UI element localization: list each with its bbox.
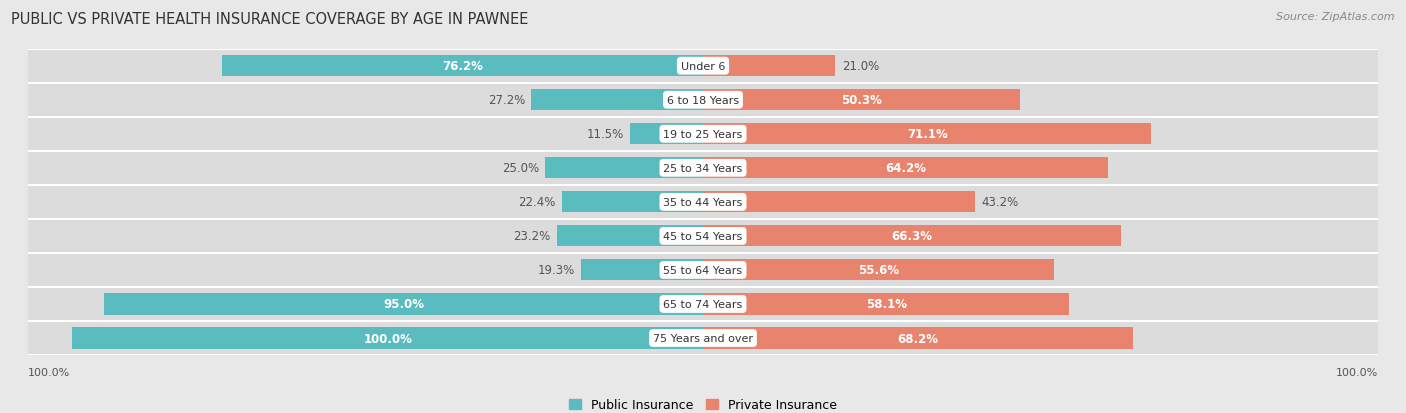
Bar (28, 117, 1378, 152)
Text: 76.2%: 76.2% (443, 60, 484, 73)
Text: 22.4%: 22.4% (517, 196, 555, 209)
Text: 43.2%: 43.2% (981, 196, 1019, 209)
Text: 100.0%: 100.0% (1336, 367, 1378, 377)
Text: 58.1%: 58.1% (866, 298, 907, 311)
Bar (562, 192, 703, 213)
Text: 25.0%: 25.0% (502, 162, 538, 175)
Text: 55 to 64 Years: 55 to 64 Years (664, 265, 742, 275)
Bar (28, 50, 1378, 83)
Text: 23.2%: 23.2% (513, 230, 550, 243)
Text: 66.3%: 66.3% (891, 230, 932, 243)
Text: 6 to 18 Years: 6 to 18 Years (666, 95, 740, 105)
Text: 50.3%: 50.3% (841, 94, 882, 107)
Bar (28, 253, 1378, 287)
Bar (546, 158, 703, 179)
Text: 100.0%: 100.0% (28, 367, 70, 377)
Bar (28, 288, 1378, 320)
Bar (72, 328, 703, 349)
Bar (703, 226, 1121, 247)
Text: 27.2%: 27.2% (488, 94, 524, 107)
Bar (28, 152, 1378, 184)
Bar (28, 119, 1378, 150)
Bar (28, 221, 1378, 252)
Bar (630, 124, 703, 145)
Bar (703, 90, 1021, 111)
Text: 95.0%: 95.0% (382, 298, 423, 311)
Text: Source: ZipAtlas.com: Source: ZipAtlas.com (1277, 12, 1395, 22)
Bar (703, 56, 835, 77)
Text: 25 to 34 Years: 25 to 34 Years (664, 164, 742, 173)
Bar (581, 260, 703, 281)
Bar (703, 260, 1053, 281)
Text: 55.6%: 55.6% (858, 264, 898, 277)
Bar (703, 124, 1152, 145)
Legend: Public Insurance, Private Insurance: Public Insurance, Private Insurance (564, 393, 842, 413)
Text: 45 to 54 Years: 45 to 54 Years (664, 231, 742, 241)
Text: 19 to 25 Years: 19 to 25 Years (664, 129, 742, 140)
Text: 75 Years and over: 75 Years and over (652, 333, 754, 343)
Text: 71.1%: 71.1% (907, 128, 948, 141)
Bar (28, 287, 1378, 321)
Text: PUBLIC VS PRIVATE HEALTH INSURANCE COVERAGE BY AGE IN PAWNEE: PUBLIC VS PRIVATE HEALTH INSURANCE COVER… (11, 12, 529, 27)
Bar (557, 226, 703, 247)
Bar (28, 83, 1378, 117)
Bar (104, 294, 703, 315)
Bar (28, 152, 1378, 185)
Bar (28, 321, 1378, 355)
Bar (531, 90, 703, 111)
Text: 11.5%: 11.5% (586, 128, 624, 141)
Text: Under 6: Under 6 (681, 62, 725, 71)
Bar (28, 322, 1378, 354)
Bar (28, 185, 1378, 219)
Text: 64.2%: 64.2% (884, 162, 927, 175)
Bar (28, 50, 1378, 83)
Bar (703, 192, 976, 213)
Text: 65 to 74 Years: 65 to 74 Years (664, 299, 742, 309)
Bar (222, 56, 703, 77)
Bar (703, 294, 1070, 315)
Text: 19.3%: 19.3% (537, 264, 575, 277)
Bar (28, 254, 1378, 286)
Bar (703, 328, 1133, 349)
Text: 68.2%: 68.2% (897, 332, 939, 345)
Text: 35 to 44 Years: 35 to 44 Years (664, 197, 742, 207)
Bar (28, 85, 1378, 116)
Bar (28, 219, 1378, 253)
Text: 100.0%: 100.0% (363, 332, 412, 345)
Text: 21.0%: 21.0% (842, 60, 879, 73)
Bar (28, 186, 1378, 218)
Bar (703, 158, 1108, 179)
